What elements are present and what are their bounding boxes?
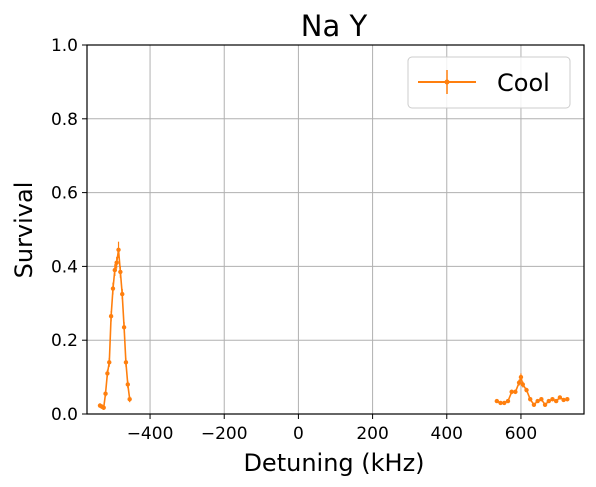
- data-point: [112, 267, 118, 273]
- x-axis-label: Detuning (kHz): [243, 449, 424, 477]
- data-series: [97, 241, 570, 410]
- data-point: [520, 382, 526, 387]
- data-point: [123, 360, 129, 365]
- x-tick-label: 600: [505, 424, 537, 444]
- data-point: [127, 397, 132, 402]
- y-axis-label: Survival: [10, 182, 38, 279]
- legend-box: [407, 56, 571, 109]
- data-point: [542, 402, 548, 407]
- data-point: [118, 269, 123, 275]
- data-point: [105, 371, 110, 376]
- data-point: [553, 398, 559, 404]
- data-point: [513, 389, 518, 395]
- data-point: [535, 398, 540, 404]
- data-point: [121, 325, 127, 330]
- y-tick-label: 1.0: [51, 36, 78, 56]
- legend-label-cool: Cool: [497, 69, 550, 97]
- x-tick-label: −400: [127, 424, 174, 444]
- x-tick-label: 0: [293, 424, 304, 444]
- data-point: [502, 400, 507, 406]
- y-tick-label: 0.4: [51, 257, 78, 277]
- data-point: [498, 400, 503, 406]
- data-point: [561, 397, 566, 403]
- data-point: [531, 402, 537, 407]
- data-point: [505, 398, 511, 404]
- data-point: [494, 398, 500, 404]
- data-point: [539, 397, 544, 402]
- data-point: [120, 291, 125, 297]
- data-point: [546, 398, 551, 404]
- x-tick-label: 400: [431, 424, 463, 444]
- legend: Cool: [407, 56, 571, 109]
- data-point: [518, 374, 524, 380]
- data-point: [516, 380, 522, 385]
- y-tick-label: 0.0: [51, 405, 78, 425]
- data-point: [125, 382, 130, 387]
- data-point: [116, 247, 121, 252]
- data-point: [103, 391, 108, 396]
- data-point: [557, 395, 563, 400]
- data-point: [524, 387, 529, 393]
- data-point: [110, 286, 116, 291]
- data-point: [114, 260, 119, 265]
- x-tick-label: 200: [356, 424, 388, 444]
- plot-frame: [86, 44, 585, 415]
- y-tick-label: 0.2: [51, 331, 78, 351]
- y-tick-label: 0.8: [51, 110, 78, 130]
- axis-ticks: −400 −200 0 200 400 600 0.0 0.2 0.4 0.6 0.8 1.0: [51, 36, 537, 444]
- data-point: [108, 314, 114, 319]
- chart-title: Na Y: [301, 9, 368, 43]
- data-point: [528, 397, 533, 402]
- y-tick-label: 0.6: [51, 184, 78, 204]
- x-tick-label: −200: [201, 424, 248, 444]
- data-point: [101, 405, 106, 410]
- data-point: [107, 360, 112, 365]
- legend-point-marker: [444, 79, 450, 85]
- data-point: [509, 389, 514, 395]
- data-point: [565, 397, 570, 402]
- data-point: [550, 397, 555, 402]
